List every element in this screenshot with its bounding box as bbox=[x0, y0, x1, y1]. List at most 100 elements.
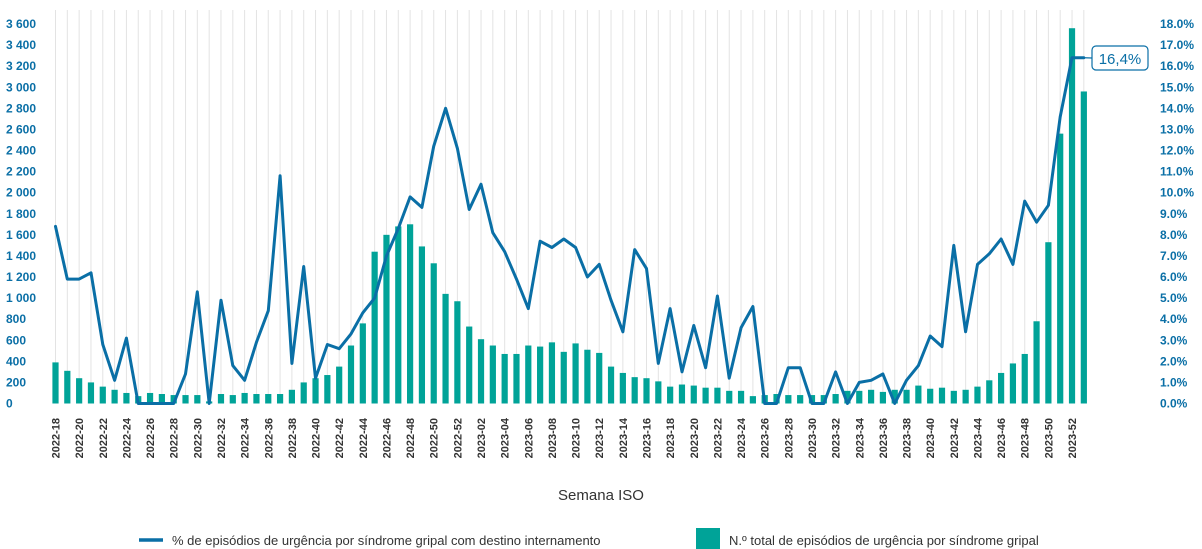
line-point bbox=[444, 107, 447, 110]
bar bbox=[430, 263, 437, 404]
line-point bbox=[267, 309, 270, 312]
right-tick-label: 6.0% bbox=[1160, 270, 1188, 284]
line-point bbox=[326, 343, 329, 346]
bar bbox=[797, 395, 804, 404]
left-tick-label: 2 000 bbox=[6, 186, 36, 200]
line-point bbox=[586, 276, 589, 278]
left-tick-label: 1 800 bbox=[6, 207, 36, 221]
bar bbox=[99, 386, 106, 404]
bar bbox=[158, 394, 165, 404]
line-point bbox=[539, 240, 541, 242]
bar bbox=[974, 386, 981, 404]
bar bbox=[1057, 133, 1064, 404]
line-point bbox=[220, 299, 222, 301]
x-tick-label: 2023-22 bbox=[712, 418, 724, 458]
line-point bbox=[1012, 263, 1014, 266]
x-tick-label: 2022-30 bbox=[192, 418, 204, 458]
x-tick-label: 2023-52 bbox=[1067, 418, 1079, 458]
left-tick-label: 400 bbox=[6, 354, 26, 368]
line-point bbox=[66, 278, 69, 280]
right-tick-label: 7.0% bbox=[1160, 249, 1188, 263]
line-point bbox=[1023, 200, 1026, 202]
line-point bbox=[622, 331, 624, 333]
line-point bbox=[208, 402, 210, 405]
right-tick-label: 16.0% bbox=[1160, 59, 1194, 73]
x-tick-label: 2023-38 bbox=[902, 418, 914, 458]
line-point bbox=[255, 341, 258, 344]
x-tick-label: 2023-36 bbox=[878, 418, 890, 458]
line-point bbox=[1071, 56, 1073, 59]
left-tick-label: 200 bbox=[6, 375, 26, 389]
right-tick-label: 4.0% bbox=[1160, 312, 1188, 326]
line-point bbox=[54, 225, 57, 228]
line-point bbox=[291, 362, 293, 365]
left-tick-label: 1 200 bbox=[6, 270, 36, 284]
x-axis: 2022-18 2022-20 2022-22 2022-24 2022-26 2022-… bbox=[51, 417, 1080, 458]
left-tick-label: 1 000 bbox=[6, 291, 36, 305]
line-point bbox=[161, 402, 163, 405]
x-tick-label: 2023-46 bbox=[996, 418, 1008, 458]
line-point bbox=[562, 238, 565, 240]
bar bbox=[950, 390, 957, 404]
x-tick-label: 2022-24 bbox=[121, 417, 133, 458]
bar bbox=[395, 226, 402, 404]
line-point bbox=[834, 371, 837, 373]
line-point bbox=[492, 231, 494, 234]
line-point bbox=[527, 307, 530, 310]
line-point bbox=[373, 297, 376, 299]
line-point bbox=[468, 208, 471, 211]
line-point bbox=[704, 366, 707, 369]
line-point bbox=[799, 366, 801, 369]
bar bbox=[927, 388, 934, 404]
line-point bbox=[941, 345, 943, 348]
line-point bbox=[645, 267, 648, 270]
line-point bbox=[1000, 238, 1002, 240]
bar bbox=[584, 349, 591, 404]
x-tick-label: 2022-46 bbox=[381, 418, 393, 458]
left-tick-label: 3 600 bbox=[6, 17, 36, 31]
line-point bbox=[362, 312, 364, 314]
left-tick-label: 800 bbox=[6, 312, 26, 326]
bar bbox=[466, 326, 473, 404]
left-tick-label: 2 800 bbox=[6, 101, 36, 115]
left-tick-label: 600 bbox=[6, 333, 26, 347]
bar bbox=[182, 395, 189, 404]
bar bbox=[537, 346, 544, 404]
bar bbox=[525, 345, 532, 404]
line-point bbox=[728, 377, 731, 380]
bar bbox=[336, 366, 343, 404]
line-point bbox=[149, 402, 151, 405]
x-tick-label: 2023-24 bbox=[736, 417, 748, 458]
line-point bbox=[137, 402, 140, 405]
bar bbox=[903, 389, 910, 404]
line-point bbox=[409, 196, 411, 198]
line-point bbox=[692, 324, 695, 327]
line-point bbox=[787, 366, 790, 369]
x-tick-label: 2022-26 bbox=[145, 418, 157, 458]
bar bbox=[879, 391, 886, 404]
line-point bbox=[858, 381, 861, 384]
bar bbox=[1021, 353, 1028, 404]
bar bbox=[253, 394, 260, 404]
line-point bbox=[421, 206, 423, 209]
left-tick-label: 2 600 bbox=[6, 122, 36, 136]
line-point bbox=[196, 290, 199, 293]
x-tick-label: 2022-20 bbox=[74, 418, 86, 458]
bar bbox=[856, 390, 863, 404]
line-point bbox=[574, 246, 577, 249]
x-tick-label: 2023-28 bbox=[783, 418, 795, 458]
bar bbox=[1033, 321, 1040, 404]
line-point bbox=[551, 246, 553, 249]
bar bbox=[655, 381, 662, 404]
right-tick-label: 10.0% bbox=[1160, 186, 1194, 200]
line-point bbox=[752, 305, 754, 308]
bar bbox=[785, 395, 792, 404]
bar bbox=[749, 396, 756, 404]
line-point bbox=[90, 271, 92, 274]
right-tick-label: 11.0% bbox=[1160, 165, 1194, 179]
bar bbox=[489, 345, 496, 404]
right-tick-label: 18.0% bbox=[1160, 17, 1194, 31]
x-tick-label: 2023-26 bbox=[760, 418, 772, 458]
bar bbox=[194, 395, 201, 404]
